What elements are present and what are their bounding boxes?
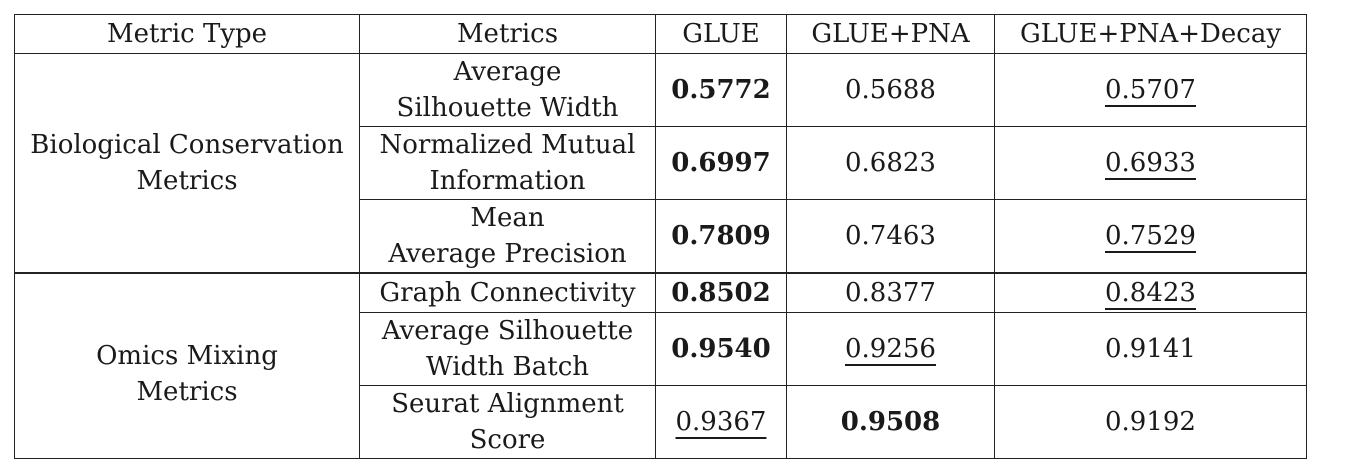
table-row: Seurat Alignment Score 0.9367 0.9508 0.9… [15,385,1307,459]
value-glue: 0.8502 [655,272,787,313]
value-glue-pna: 0.8377 [786,272,995,313]
header-glue-pna: GLUE+PNA [786,14,995,54]
table-row: Omics Mixing Metrics Graph Connectivity … [14,272,1307,459]
group-label-biological: Biological Conservation Metrics [14,53,360,274]
value-glue-pna: 0.5688 [786,53,995,127]
table-row: Mean Average Precision 0.7809 0.7463 0.7… [15,199,1307,274]
metric-name: Mean Average Precision [359,199,656,274]
value-glue-pna-decay: 0.7529 [994,199,1307,274]
metric-name: Average Silhouette Width [359,53,656,127]
table-row: Biological Conservation Metrics Average … [14,53,1307,274]
value-glue-pna: 0.9256 [786,312,995,386]
table-row: Normalized Mutual Information 0.6997 0.6… [15,126,1307,200]
metric-name: Normalized Mutual Information [359,126,656,200]
header-metrics: Metrics [359,14,656,54]
metric-name: Graph Connectivity [359,272,656,313]
group-label-omics: Omics Mixing Metrics [14,272,360,459]
table-row: Average Silhouette Width Batch 0.9540 0.… [15,312,1307,386]
value-glue-pna: 0.9508 [786,385,995,459]
value-glue-pna-decay: 0.8423 [994,272,1307,313]
value-glue-pna-decay: 0.5707 [994,53,1307,127]
value-glue-pna: 0.7463 [786,199,995,274]
table-container: Metric Type Metrics GLUE GLUE+PNA GLUE+P… [14,14,1307,459]
header-glue: GLUE [655,14,787,54]
value-glue-pna-decay: 0.6933 [994,126,1307,200]
value-glue-pna: 0.6823 [786,126,995,200]
metric-name: Seurat Alignment Score [359,385,656,459]
value-glue-pna-decay: 0.9141 [994,312,1307,386]
header-metric-type: Metric Type [14,14,360,54]
value-glue: 0.5772 [655,53,787,127]
metric-name: Average Silhouette Width Batch [359,312,656,386]
results-table: Metric Type Metrics GLUE GLUE+PNA GLUE+P… [14,14,1307,459]
header-glue-pna-decay: GLUE+PNA+Decay [994,14,1307,54]
value-glue: 0.7809 [655,199,787,274]
value-glue: 0.9367 [655,385,787,459]
header-row: Metric Type Metrics GLUE GLUE+PNA GLUE+P… [14,14,1307,54]
value-glue: 0.9540 [655,312,787,386]
value-glue-pna-decay: 0.9192 [994,385,1307,459]
value-glue: 0.6997 [655,126,787,200]
